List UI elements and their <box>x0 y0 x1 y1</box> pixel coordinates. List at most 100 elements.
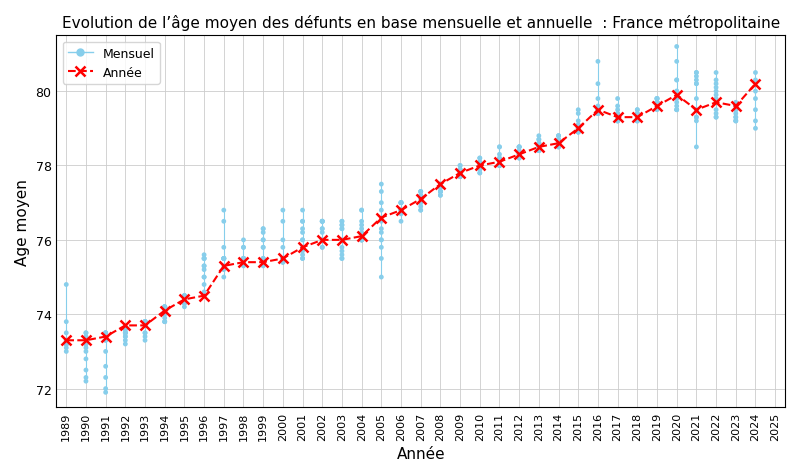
Point <box>99 333 112 341</box>
Point <box>158 303 171 311</box>
Point <box>218 255 230 263</box>
Point <box>670 77 683 85</box>
Point <box>198 292 210 300</box>
Point <box>335 248 348 255</box>
Point <box>335 226 348 233</box>
Point <box>178 296 191 304</box>
Point <box>631 107 644 114</box>
Point <box>552 136 565 144</box>
Point <box>690 144 702 151</box>
Point <box>99 329 112 337</box>
Point <box>572 125 585 133</box>
Point <box>670 44 683 51</box>
Point <box>414 207 427 215</box>
Point <box>237 255 250 263</box>
Point <box>138 337 151 344</box>
Point <box>355 237 368 244</box>
Point <box>375 218 388 226</box>
Point <box>552 144 565 151</box>
Point <box>474 159 486 166</box>
Point <box>454 173 466 181</box>
Point <box>730 107 742 114</box>
Point <box>631 110 644 118</box>
Point <box>749 125 762 133</box>
Point <box>158 303 171 311</box>
Point <box>533 133 546 140</box>
Point <box>296 226 309 233</box>
Point <box>493 162 506 170</box>
Point <box>670 107 683 114</box>
Point <box>572 107 585 114</box>
Point <box>277 207 290 215</box>
Point <box>178 292 191 300</box>
Point <box>513 144 526 151</box>
Point <box>493 159 506 166</box>
Point <box>730 99 742 107</box>
Point <box>730 103 742 110</box>
Point <box>552 144 565 151</box>
Point <box>316 229 329 237</box>
Point <box>710 96 722 103</box>
Point <box>394 207 407 215</box>
Point <box>670 107 683 114</box>
Point <box>434 192 446 199</box>
Point <box>60 340 73 348</box>
Point <box>335 244 348 252</box>
Point <box>394 207 407 215</box>
Point <box>591 103 604 110</box>
Point <box>690 118 702 125</box>
Point <box>178 292 191 300</box>
Point <box>198 274 210 281</box>
Point <box>296 218 309 226</box>
Point <box>650 99 663 107</box>
Point <box>434 188 446 196</box>
Point <box>277 244 290 252</box>
Point <box>533 148 546 155</box>
Point <box>591 96 604 103</box>
Point <box>730 114 742 122</box>
Point <box>631 118 644 125</box>
Point <box>513 155 526 162</box>
Point <box>454 170 466 178</box>
Point <box>572 121 585 129</box>
Point <box>375 244 388 252</box>
Point <box>414 188 427 196</box>
Point <box>513 148 526 155</box>
Point <box>257 237 270 244</box>
Point <box>257 263 270 270</box>
Point <box>158 318 171 326</box>
Point <box>650 99 663 107</box>
Point <box>355 237 368 244</box>
Point <box>158 303 171 311</box>
Point <box>198 255 210 263</box>
Point <box>79 344 92 352</box>
Point <box>60 340 73 348</box>
Point <box>552 133 565 140</box>
Point <box>277 255 290 263</box>
Point <box>533 144 546 151</box>
Point <box>178 292 191 300</box>
Point <box>79 340 92 348</box>
Point <box>178 296 191 304</box>
Point <box>218 255 230 263</box>
Point <box>552 133 565 140</box>
Point <box>138 318 151 326</box>
Point <box>670 88 683 96</box>
Point <box>178 299 191 307</box>
Point <box>650 107 663 114</box>
Point <box>572 125 585 133</box>
Point <box>60 337 73 344</box>
Point <box>572 129 585 137</box>
Point <box>710 77 722 85</box>
Point <box>119 329 132 337</box>
Point <box>670 88 683 96</box>
Point <box>730 114 742 122</box>
Point <box>178 299 191 307</box>
Point <box>316 226 329 233</box>
Y-axis label: Age moyen: Age moyen <box>15 178 30 265</box>
Point <box>493 144 506 151</box>
Point <box>355 207 368 215</box>
Point <box>375 237 388 244</box>
X-axis label: Année: Année <box>396 446 445 461</box>
Point <box>355 226 368 233</box>
